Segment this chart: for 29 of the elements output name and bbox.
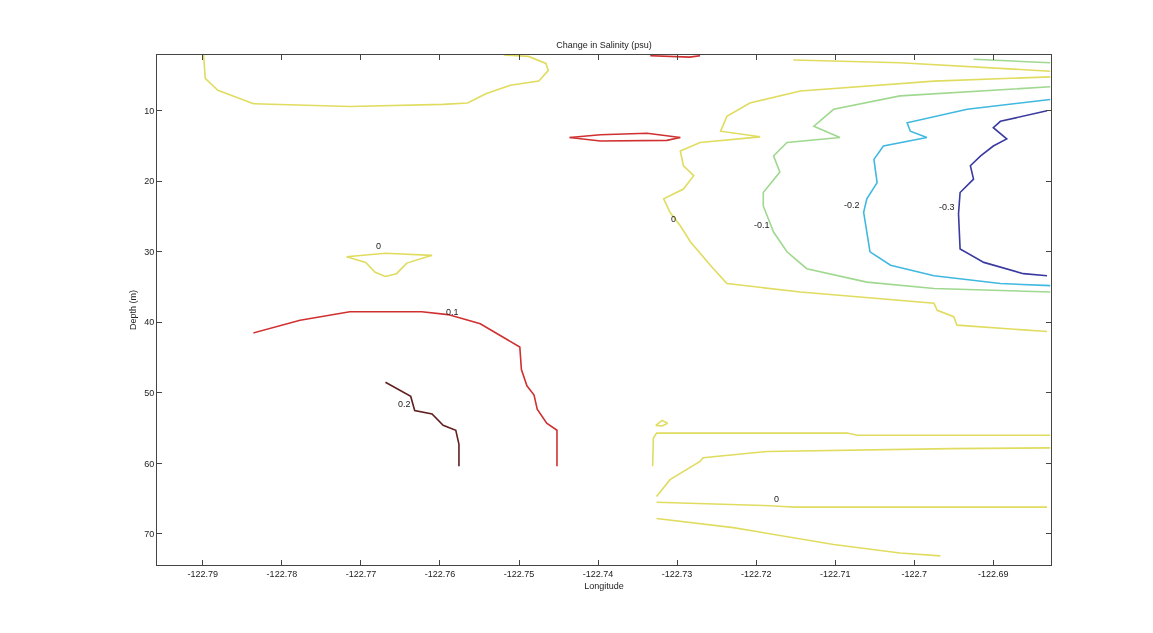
x-tick-label: -122.78 xyxy=(266,568,298,579)
y-tick-label: 20 xyxy=(144,176,155,187)
x-tick-label: -122.69 xyxy=(978,568,1009,579)
annotation: -0.2 xyxy=(844,200,860,210)
y-tick-label: 40 xyxy=(144,317,155,328)
x-tick-label: -122.79 xyxy=(187,568,219,579)
x-tick-label: -122.7 xyxy=(901,568,928,579)
x-tick-label: -122.75 xyxy=(503,568,535,579)
chart-title: Change in Salinity (psu) xyxy=(556,40,652,50)
annotation: 0.1 xyxy=(446,307,459,317)
x-tick-label: -122.74 xyxy=(582,568,614,579)
y-axis-title: Depth (m) xyxy=(127,289,138,331)
annotation: 0 xyxy=(671,214,677,224)
annotation: 0 xyxy=(376,241,382,251)
annotation: 0.2 xyxy=(398,399,411,409)
annotation: 0 xyxy=(774,494,780,504)
x-axis-title: Longitude xyxy=(584,580,624,591)
y-tick-label: 70 xyxy=(144,529,155,540)
y-tick-label: 50 xyxy=(144,388,155,399)
x-tick-label: -122.72 xyxy=(740,568,772,579)
annotation: -0.1 xyxy=(754,220,770,230)
y-tick-label: 60 xyxy=(144,458,155,469)
y-tick-label: 30 xyxy=(144,246,155,257)
x-tick-label: -122.71 xyxy=(819,568,851,579)
x-tick-label: -122.76 xyxy=(424,568,456,579)
x-tick-label: -122.73 xyxy=(661,568,693,579)
x-tick-label: -122.77 xyxy=(345,568,377,579)
annotation: -0.3 xyxy=(939,202,955,212)
y-tick-label: 10 xyxy=(144,105,155,116)
